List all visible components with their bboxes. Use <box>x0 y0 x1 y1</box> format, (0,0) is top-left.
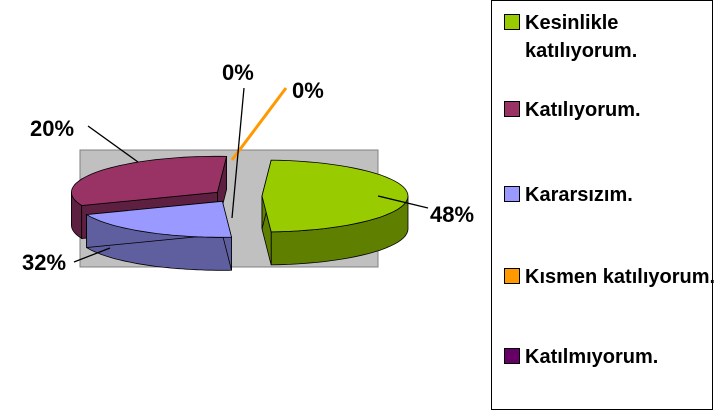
leader-line <box>377 195 429 209</box>
slice-top <box>70 155 228 206</box>
legend-label: Katılıyorum. <box>525 99 641 121</box>
legend-label: Kısmen katılıyorum. <box>525 266 716 288</box>
legend-item-katiliyorum: Katılıyorum. <box>504 96 716 124</box>
legend-item-kararsizim: Kararsızım. <box>504 181 716 209</box>
data-label: 48% <box>430 202 474 227</box>
legend-item-kesinlikle: Kesinlikle katılıyorum. <box>504 9 716 65</box>
legend-item-katilmiyorum: Katılmıyorum. <box>504 343 716 371</box>
legend-item-kismen: Kısmen katılıyorum. <box>504 263 716 291</box>
legend-swatch <box>504 101 520 117</box>
legend-swatch <box>504 268 520 284</box>
legend-label: Kararsızım. <box>525 184 633 206</box>
data-label: 20% <box>30 116 74 141</box>
legend-label: Katılmıyorum. <box>525 346 659 368</box>
leader-line <box>87 125 139 163</box>
leader-line <box>230 87 288 161</box>
legend-swatch <box>504 186 520 202</box>
legend: Kesinlikle katılıyorum. Katılıyorum. Kar… <box>491 0 716 410</box>
leader-line <box>73 247 111 263</box>
leader-line <box>231 87 245 219</box>
legend-swatch <box>504 348 520 364</box>
legend-swatch <box>504 14 520 30</box>
data-label: 0% <box>292 78 324 103</box>
slice-top <box>261 159 409 233</box>
slice-top <box>85 200 233 238</box>
data-label: 0% <box>222 60 254 85</box>
data-label: 32% <box>22 250 66 275</box>
legend-label: Kesinlikle katılıyorum. <box>525 12 638 62</box>
